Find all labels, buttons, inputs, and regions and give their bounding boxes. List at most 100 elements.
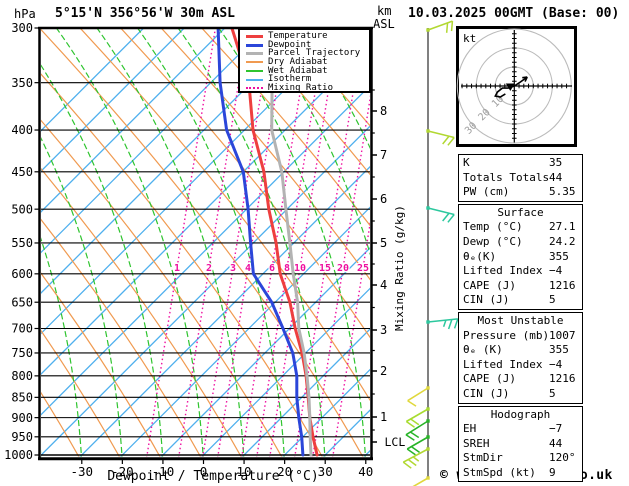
indices-row: Pressure (mb) 1007 bbox=[459, 329, 582, 344]
indices-section: Most Unstable Pressure (mb) 1007 θₑ (K) 355 L… bbox=[458, 311, 583, 404]
indices-row: CAPE (J) 1216 bbox=[459, 279, 582, 294]
indices-row-label: Totals Totals bbox=[463, 170, 550, 184]
pressure-tick-label: 900 bbox=[11, 411, 33, 425]
indices-row-label: Lifted Index bbox=[463, 264, 543, 278]
indices-row: CAPE (J) 1216 bbox=[459, 372, 582, 387]
indices-row: Totals Totals 44 bbox=[459, 171, 582, 186]
mixing-ratio-axis-label: Mixing Ratio (g/kg) bbox=[393, 205, 406, 331]
mixing-ratio-label: 2 bbox=[206, 263, 212, 274]
indices-row: Dewp (°C) 24.2 bbox=[459, 235, 582, 250]
mixing-ratio-label: 1 bbox=[174, 263, 180, 274]
temp-tick-label: 0 bbox=[200, 464, 208, 479]
indices-row: θₑ(K) 355 bbox=[459, 250, 582, 265]
indices-row-label: CAPE (J) bbox=[463, 278, 516, 292]
hodograph-unit-label: kt bbox=[463, 32, 476, 45]
indices-row: CIN (J) 5 bbox=[459, 293, 582, 308]
indices-row-value: 1216 bbox=[549, 278, 576, 292]
legend-swatch bbox=[246, 34, 263, 38]
km-tick-label: 8 bbox=[380, 104, 387, 118]
pressure-tick-label: 550 bbox=[11, 236, 33, 250]
legend-item: Temperature bbox=[240, 30, 369, 41]
indices-row-value: 9 bbox=[549, 465, 556, 479]
legend-label: Temperature bbox=[268, 30, 328, 41]
pressure-tick-label: 400 bbox=[11, 123, 33, 137]
indices-panel: K 35 Totals Totals 44 PW (cm) 5.35 Surface Temp… bbox=[458, 154, 583, 484]
legend-swatch bbox=[246, 70, 263, 73]
lcl-label: LCL bbox=[385, 435, 406, 449]
legend-label: Mixing Ratio bbox=[268, 82, 334, 93]
legend-swatch bbox=[246, 52, 263, 56]
pressure-tick-label: 600 bbox=[11, 267, 33, 281]
indices-row-value: 5.35 bbox=[549, 185, 576, 199]
indices-row-value: 27.1 bbox=[549, 220, 576, 234]
indices-row-label: CIN (J) bbox=[463, 293, 510, 307]
mixing-ratio-label: 10 bbox=[294, 263, 306, 274]
km-tick-label: 2 bbox=[380, 364, 387, 378]
indices-section: Hodograph EH −7 SREH 44 StmDir 120° StmSpd (kt)… bbox=[458, 405, 583, 483]
legend: Temperature Dewpoint Parcel Trajectory Dry … bbox=[238, 28, 371, 93]
pressure-tick-label: 300 bbox=[11, 21, 33, 35]
indices-section-title: Surface bbox=[497, 205, 544, 219]
km-tick-label: 5 bbox=[380, 236, 387, 250]
indices-row-label: StmSpd (kt) bbox=[463, 465, 536, 479]
wind-barb bbox=[426, 129, 455, 146]
indices-row: StmSpd (kt) 9 bbox=[459, 466, 582, 481]
wind-barb bbox=[405, 407, 430, 428]
indices-row: Lifted Index −4 bbox=[459, 264, 582, 279]
indices-row: CIN (J) 5 bbox=[459, 387, 582, 402]
km-tick-label: 4 bbox=[380, 278, 387, 292]
indices-row-value: −4 bbox=[549, 264, 563, 278]
indices-row-label: Dewp (°C) bbox=[463, 234, 523, 248]
parcel-curve bbox=[270, 81, 313, 457]
legend-label: Dry Adiabat bbox=[268, 56, 328, 67]
mixing-ratio-label: 15 bbox=[319, 263, 331, 274]
wind-barb bbox=[407, 386, 430, 407]
legend-label: Wet Adiabat bbox=[268, 65, 328, 76]
indices-row: StmDir 120° bbox=[459, 451, 582, 466]
indices-row-value: −4 bbox=[549, 357, 563, 371]
indices-row-label: Temp (°C) bbox=[463, 220, 523, 234]
storm-motion-marker bbox=[505, 83, 515, 91]
indices-row-value: −7 bbox=[549, 422, 563, 436]
legend-item: Mixing Ratio bbox=[240, 82, 369, 93]
wind-barb bbox=[405, 419, 430, 441]
wind-barb bbox=[426, 318, 459, 330]
x-axis-title: Dewpoint / Temperature (°C) bbox=[107, 469, 319, 484]
legend-item: Parcel Trajectory bbox=[240, 49, 369, 58]
indices-row-label: Pressure (mb) bbox=[463, 328, 550, 342]
wind-barb bbox=[406, 435, 430, 456]
temp-tick-label: -20 bbox=[111, 464, 134, 479]
indices-row-value: 355 bbox=[549, 249, 569, 263]
km-unit-label-bottom: ASL bbox=[373, 17, 395, 31]
indices-section-title: Most Unstable bbox=[477, 313, 564, 327]
indices-row-value: 1007 bbox=[549, 328, 576, 342]
legend-item: Wet Adiabat bbox=[240, 65, 369, 76]
indices-row-value: 5 bbox=[549, 386, 556, 400]
indices-row-label: SREH bbox=[463, 436, 490, 450]
temp-tick-label: 40 bbox=[358, 464, 373, 479]
wind-barb bbox=[412, 476, 430, 486]
temp-tick-label: -30 bbox=[71, 464, 94, 479]
km-tick-label: 7 bbox=[380, 148, 387, 162]
pressure-unit-label: hPa bbox=[14, 7, 36, 21]
pressure-tick-label: 800 bbox=[11, 369, 33, 383]
legend-swatch bbox=[246, 87, 263, 90]
legend-swatch bbox=[246, 78, 263, 81]
indices-row-value: 5 bbox=[549, 293, 556, 307]
indices-row: θₑ (K) 355 bbox=[459, 343, 582, 358]
temp-tick-label: -10 bbox=[152, 464, 175, 479]
indices-row-label: PW (cm) bbox=[463, 185, 510, 199]
indices-row-value: 24.2 bbox=[549, 234, 576, 248]
mixing-ratio-label: 3 bbox=[230, 263, 236, 274]
km-tick-label: 6 bbox=[380, 192, 387, 206]
dewpoint-curve bbox=[216, 28, 305, 457]
legend-label: Parcel Trajectory bbox=[268, 48, 361, 59]
legend-label: Dewpoint bbox=[268, 39, 312, 50]
legend-swatch bbox=[246, 43, 263, 47]
indices-row-label: CIN (J) bbox=[463, 386, 510, 400]
pressure-tick-label: 650 bbox=[11, 295, 33, 309]
indices-section: Surface Temp (°C) 27.1 Dewp (°C) 24.2 θₑ(K) 35… bbox=[458, 203, 583, 310]
